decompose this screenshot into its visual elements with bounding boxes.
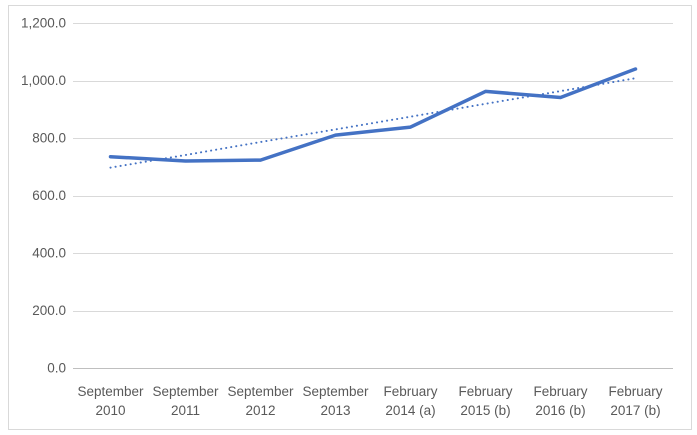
x-category-label-line1: September <box>227 384 294 399</box>
y-tick-label: 1,200.0 <box>21 16 66 31</box>
x-category-label-line2: 2015 (b) <box>460 403 510 418</box>
x-category-label-line1: September <box>152 384 219 399</box>
x-category-label-line1: February <box>458 384 512 399</box>
data-series-line <box>108 67 638 163</box>
x-category-label-line2: 2012 <box>245 403 275 418</box>
x-category-label-line2: 2011 <box>171 403 200 418</box>
x-category-label-line1: February <box>533 384 587 399</box>
chart-frame <box>8 5 692 430</box>
y-tick-label: 800.0 <box>32 131 66 146</box>
x-category-label-line2: 2017 (b) <box>610 403 660 418</box>
x-category-label-line1: September <box>302 384 369 399</box>
x-category-label-line1: February <box>608 384 662 399</box>
trendline <box>109 77 637 169</box>
y-tick-label: 600.0 <box>32 188 66 203</box>
x-category-label-line2: 2014 (a) <box>385 403 435 418</box>
x-category-label-line1: September <box>77 384 144 399</box>
y-tick-label: 1,000.0 <box>21 73 66 88</box>
y-tick-label: 0.0 <box>47 361 66 376</box>
x-category-label-line2: 2016 (b) <box>535 403 585 418</box>
y-tick-label: 400.0 <box>32 246 66 261</box>
x-category-label-line2: 2010 <box>95 403 125 418</box>
x-category-label-line1: February <box>383 384 437 399</box>
y-tick-label: 200.0 <box>32 303 66 318</box>
x-category-label-line2: 2013 <box>320 403 350 418</box>
